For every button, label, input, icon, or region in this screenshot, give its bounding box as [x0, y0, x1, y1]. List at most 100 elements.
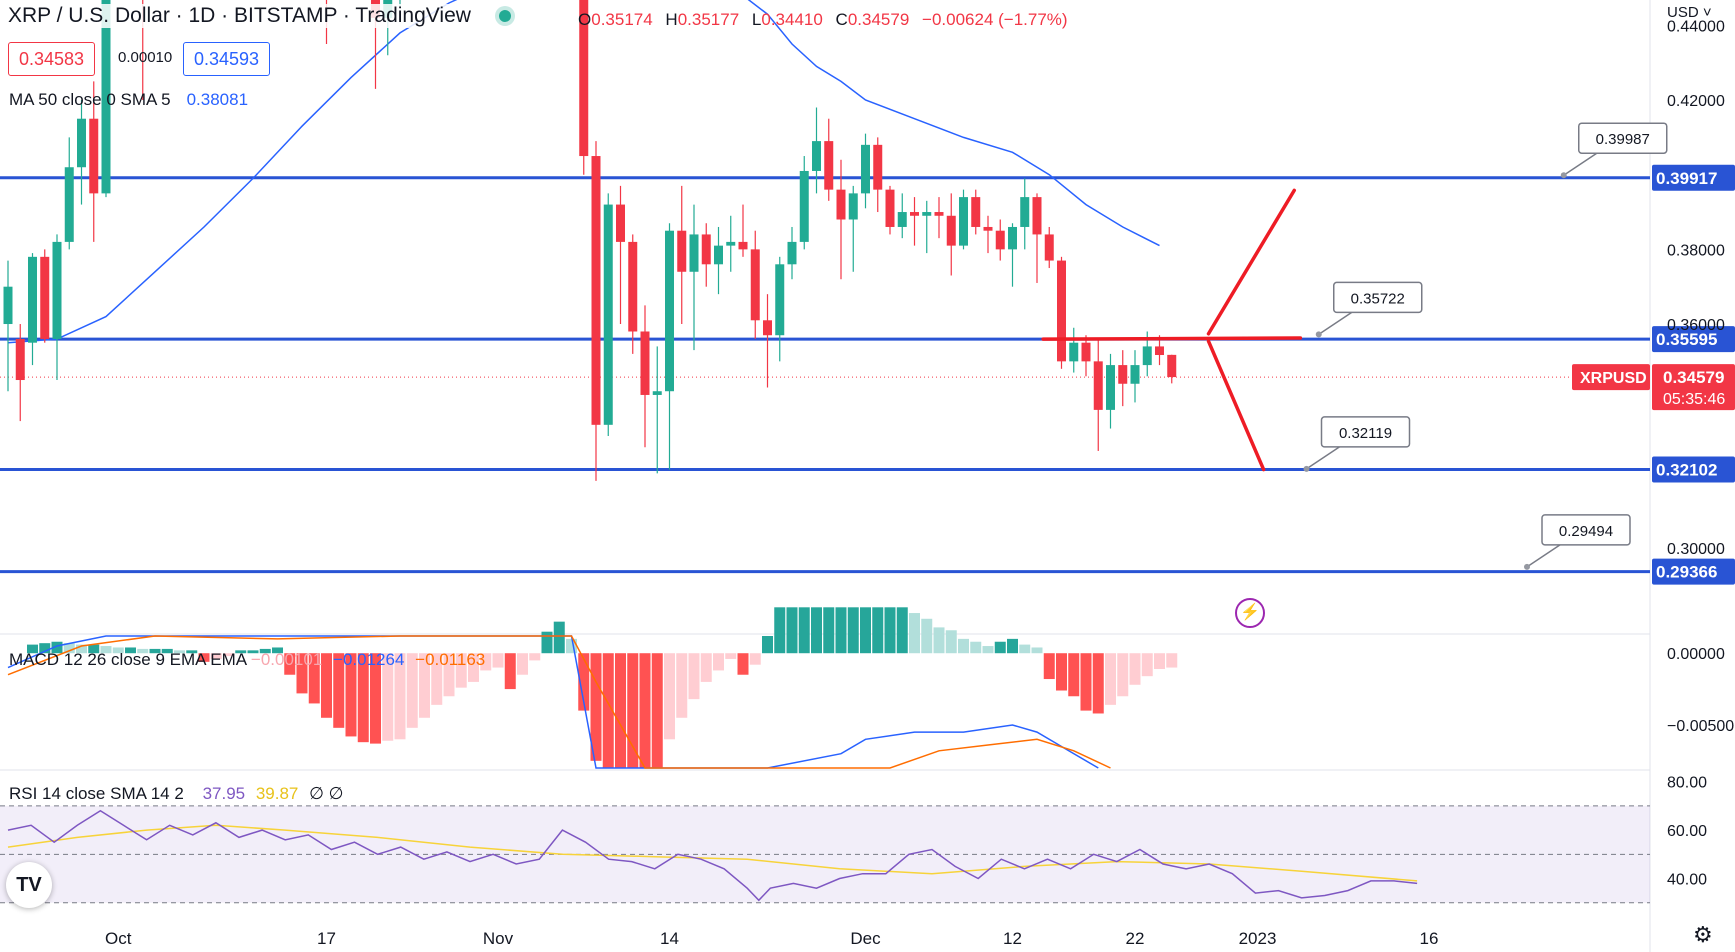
candle-body	[28, 256, 37, 343]
macd-histogram-bar	[321, 653, 332, 718]
macd-histogram-bar	[419, 653, 430, 718]
macd-histogram-bar	[847, 607, 859, 654]
time-tick: 14	[660, 929, 679, 948]
candle	[1057, 256, 1066, 369]
price-tick: 0.44000	[1667, 18, 1725, 35]
callout-label: 0.39987	[1596, 131, 1650, 148]
rsi-value: 37.95	[202, 784, 246, 803]
macd-line-value: −0.01264	[333, 650, 405, 669]
settings-gear-icon[interactable]: ⚙	[1693, 922, 1713, 947]
candle-body	[714, 245, 723, 265]
macd-histogram-bar	[174, 650, 185, 654]
candle-body	[738, 241, 748, 250]
candle-body	[836, 189, 846, 220]
callout-leader	[1306, 446, 1340, 470]
macd-histogram-bar	[186, 650, 198, 654]
chevron-down-icon: ˅	[1698, 4, 1712, 21]
macd-histogram-bar	[700, 653, 712, 682]
macd-histogram-bar	[1105, 653, 1116, 705]
last-price-bg	[1652, 364, 1735, 411]
macd-histogram-bar	[688, 653, 700, 700]
symbol-tag: XRPUSD	[1580, 370, 1647, 387]
candle-body	[677, 230, 687, 272]
tradingview-logo-icon[interactable]: TV	[6, 862, 52, 908]
candle-body	[603, 204, 613, 425]
chart-title: XRP / U.S. Dollar · 1D · BITSTAMP · Trad…	[8, 4, 471, 27]
macd-histogram-bar	[872, 607, 884, 654]
currency-label: USD	[1667, 4, 1699, 21]
buy-button[interactable]: 0.34593	[183, 42, 271, 76]
lightning-icon[interactable]: ⚡	[1235, 598, 1265, 628]
candle-body	[665, 230, 674, 392]
candle-body	[15, 338, 25, 381]
sell-button[interactable]: 0.34583	[8, 42, 96, 76]
macd-tick: 0.00000	[1667, 646, 1725, 663]
macd-histogram-bar	[1166, 653, 1178, 668]
currency-selector[interactable]: USD ˅	[1667, 4, 1712, 21]
macd-pane: 0.00000 −0.00500	[7, 607, 1734, 769]
callout-label: 0.29494	[1559, 523, 1613, 540]
macd-histogram-bar	[480, 653, 492, 671]
ohlc-low-key: L	[751, 10, 762, 29]
ma50-layer	[7, 0, 1160, 344]
candle-body	[1167, 354, 1177, 378]
macd-histogram-bar	[455, 653, 467, 688]
candles-layer	[3, 0, 1177, 481]
macd-histogram-bar	[896, 607, 908, 654]
macd-histogram-bar	[1117, 653, 1129, 697]
candle	[689, 204, 699, 351]
macd-histogram-bar	[933, 627, 945, 654]
candle	[848, 185, 858, 272]
projection-down-line	[1206, 339, 1266, 472]
macd-signal-line	[7, 635, 1111, 769]
level-label-bg	[1652, 164, 1735, 191]
candle	[897, 193, 907, 239]
candle	[1093, 338, 1103, 451]
macd-histogram-bar	[492, 653, 504, 668]
macd-histogram-bar	[798, 607, 810, 654]
candle-body	[726, 241, 736, 246]
macd-histogram-bar	[725, 653, 737, 659]
macd-histogram-bar	[1056, 653, 1067, 691]
rsi-label: RSI 14 close SMA 14 2	[9, 784, 184, 803]
candle-body	[971, 197, 981, 227]
callout-leader	[1526, 544, 1561, 568]
candle-body	[885, 189, 895, 227]
candle	[89, 81, 99, 242]
time-tick: 16	[1420, 929, 1439, 948]
macd-histogram-bar	[676, 653, 688, 718]
candle-body	[787, 241, 797, 265]
candle-body	[824, 141, 834, 190]
time-tick: 2023	[1239, 929, 1277, 948]
level-label: 0.32102	[1656, 461, 1717, 480]
candle	[971, 189, 981, 235]
candle	[873, 137, 883, 213]
rsi-legend[interactable]: RSI 14 close SMA 14 2 37.95 39.87 ∅ ∅	[9, 784, 343, 804]
candle-body	[763, 320, 772, 336]
ohlc-high: 0.35177	[677, 10, 740, 29]
candle-body	[897, 212, 907, 227]
macd-histogram-bar	[247, 650, 259, 654]
candle	[701, 223, 711, 287]
rsi-sma-value: 39.87	[255, 784, 299, 803]
macd-legend[interactable]: MACD 12 26 close 9 EMA EMA −0.00101 −0.0…	[9, 650, 485, 670]
candle	[861, 133, 870, 209]
macd-histogram-bar	[1129, 653, 1141, 685]
rsi-tick: 80.00	[1667, 775, 1707, 792]
ma-legend[interactable]: MA 50 close 0 SMA 5 0.38081	[9, 90, 248, 110]
candle	[750, 230, 760, 339]
macd-histogram-bar	[308, 653, 320, 704]
candle	[1032, 193, 1042, 283]
candle-body	[89, 118, 99, 194]
live-dot-icon	[498, 10, 511, 23]
candle	[1069, 327, 1079, 373]
macd-histogram-bar	[296, 653, 308, 694]
projection-layer	[1041, 188, 1303, 472]
macd-histogram-bar	[198, 653, 210, 662]
candle-body	[652, 391, 662, 395]
macd-histogram-bar	[468, 653, 479, 682]
candle	[640, 305, 650, 448]
macd-tick: −0.00500	[1667, 718, 1734, 735]
callout-box	[1320, 416, 1411, 448]
